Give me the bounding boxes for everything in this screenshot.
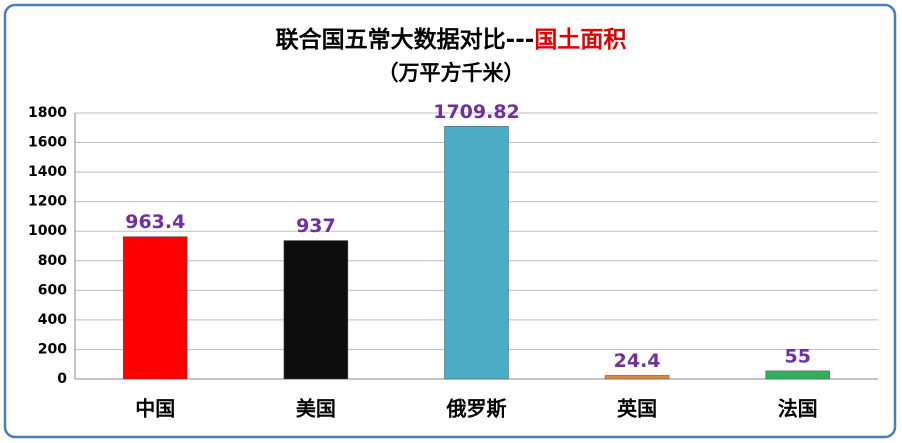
value-label: 55 [784,345,810,367]
y-tick-label: 0 [57,371,67,387]
x-tick-label: 俄罗斯 [446,397,507,421]
y-tick-label: 1200 [28,194,67,210]
y-tick-label: 1400 [28,164,67,180]
x-tick-label: 法国 [778,397,818,421]
bar [765,370,830,380]
x-tick-label: 英国 [617,397,657,421]
title-part: 联合国五常大数据对比--- [276,26,535,53]
title-part: 国土面积 [534,27,626,53]
chart-title: 联合国五常大数据对比---国土面积 [276,26,627,53]
y-tick-label: 1800 [28,105,67,121]
chart-subtitle: （万平方千米） [378,61,525,85]
y-tick-label: 600 [38,282,67,298]
bar [123,236,188,380]
x-tick-label: 中国 [135,397,175,421]
value-label: 24.4 [614,350,661,372]
value-label: 1709.82 [433,101,520,123]
y-tick-label: 400 [38,312,67,328]
bar [444,126,509,380]
bar [283,240,349,380]
y-tick-label: 200 [38,341,67,357]
x-tick-label: 美国 [296,397,336,421]
value-label: 963.4 [125,211,185,233]
value-label: 937 [296,215,336,237]
y-tick-label: 800 [38,253,67,269]
bar [604,375,670,380]
y-tick-label: 1000 [28,223,67,239]
y-tick-label: 1600 [28,135,67,151]
